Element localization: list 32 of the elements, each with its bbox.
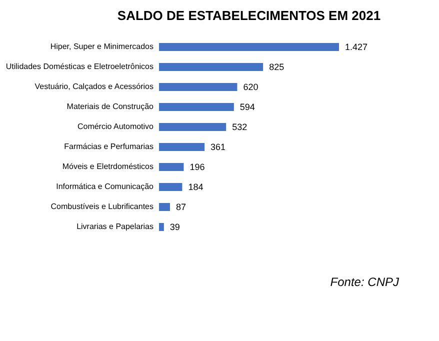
y-tick-label: Combustíveis e Lubrificantes [50,202,154,211]
data-label: 87 [176,202,186,212]
data-label: 594 [240,102,255,112]
bar [159,183,182,191]
y-tick-label: Livrarias e Papelarias [76,222,154,231]
y-tick-label: Móveis e Eletrdomésticos [62,162,154,171]
chart-title: SALDO DE ESTABELECIMENTOS EM 2021 [117,8,381,23]
y-tick-label: Vestuário, Calçados e Acessórios [34,82,154,91]
bar [159,63,264,71]
y-tick-label: Utilidades Domésticas e Eletroeletrônicos [6,62,154,71]
data-label: 532 [232,122,248,132]
data-label: 361 [210,142,226,152]
bar [159,103,234,111]
y-tick-label: Materiais de Construção [66,102,154,111]
data-label: 620 [243,82,258,92]
bar [159,163,184,171]
source-note: Fonte: CNPJ [330,275,400,289]
data-label: 825 [269,62,284,72]
y-tick-label: Comércio Automotivo [77,122,154,131]
bar [159,203,170,211]
bar [159,223,164,231]
data-label: 196 [190,162,205,172]
y-tick-label: Hiper, Super e Minimercados [50,42,154,51]
y-tick-label: Informática e Comunicação [56,182,154,191]
y-tick-label: Farmácias e Perfumarias [64,142,154,151]
data-label: 39 [170,222,180,232]
data-label: 1.427 [345,42,368,52]
bar [159,143,205,151]
data-label: 184 [188,182,204,192]
bar [159,43,339,51]
bar [159,83,238,91]
bar [159,123,226,131]
